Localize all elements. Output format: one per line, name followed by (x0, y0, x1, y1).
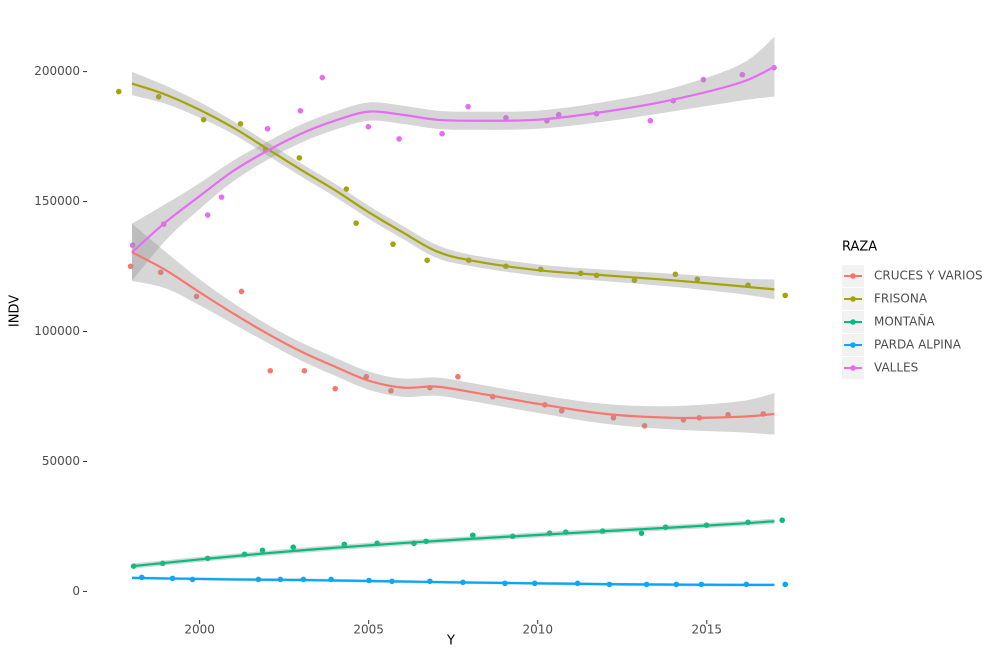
point (238, 288, 245, 295)
y-tick-label: 150000 (34, 194, 80, 208)
point (129, 242, 136, 249)
legend-key-point (850, 365, 856, 371)
confidence-band (131, 71, 775, 300)
point (193, 293, 200, 300)
smooth-line (131, 65, 775, 254)
x-tick-label: 2000 (184, 623, 215, 637)
point (439, 130, 445, 137)
point (115, 88, 122, 95)
x-tick-label: 2005 (353, 623, 384, 637)
point (237, 121, 244, 127)
x-axis-title: Y (446, 634, 455, 649)
point (390, 241, 396, 247)
legend-label: PARDA ALPINA (874, 338, 962, 352)
smooth-line (131, 82, 775, 291)
point (259, 547, 266, 554)
smooth-line (131, 520, 775, 568)
point (610, 414, 617, 421)
smooth-line (131, 251, 775, 420)
confidence-band (131, 36, 775, 281)
y-tick-label: 200000 (34, 64, 80, 78)
point (647, 117, 654, 124)
point (297, 108, 304, 114)
point (739, 71, 746, 78)
point (343, 186, 350, 192)
point (503, 115, 509, 121)
legend-title: RAZA (842, 240, 877, 255)
point (455, 373, 461, 380)
legend-label: CRUCES Y VARIOS (874, 269, 983, 283)
point (396, 136, 402, 142)
legend-label: MONTAÑA (874, 314, 935, 329)
point (365, 123, 372, 130)
point (779, 517, 786, 523)
y-axis-title: INDV (8, 295, 23, 327)
point (424, 257, 430, 264)
point (264, 125, 271, 132)
point (782, 581, 789, 588)
point (388, 387, 394, 394)
legend-label: FRISONA (874, 292, 928, 306)
smooth-line (131, 576, 775, 587)
point (694, 276, 701, 283)
point (555, 111, 562, 118)
point (204, 212, 211, 218)
point (319, 74, 326, 81)
point (127, 263, 134, 270)
point (341, 541, 348, 548)
x-tick-label: 2010 (522, 623, 553, 637)
legend-key-point (850, 342, 856, 348)
y-tick-label: 0 (72, 584, 80, 598)
point (332, 385, 338, 392)
point (470, 532, 476, 539)
y-tick-label: 50000 (42, 454, 80, 468)
point (200, 116, 207, 123)
point (465, 103, 471, 110)
point (631, 277, 638, 284)
legend-key-point (850, 319, 856, 325)
point (157, 269, 164, 276)
point (301, 367, 308, 374)
point (700, 76, 707, 83)
point (353, 220, 359, 226)
x-tick-label: 2015 (692, 623, 723, 637)
point (296, 155, 303, 161)
point (155, 93, 162, 100)
point (218, 194, 225, 200)
legend-key-point (850, 273, 856, 279)
legend-key-point (850, 296, 856, 302)
y-tick-label: 100000 (34, 324, 80, 338)
point (290, 544, 297, 551)
legend-label: VALLES (874, 361, 918, 375)
point (641, 423, 648, 429)
point (638, 530, 645, 536)
point (782, 292, 789, 299)
point (558, 407, 565, 414)
point (363, 373, 370, 380)
point (672, 271, 679, 278)
point (267, 367, 274, 374)
